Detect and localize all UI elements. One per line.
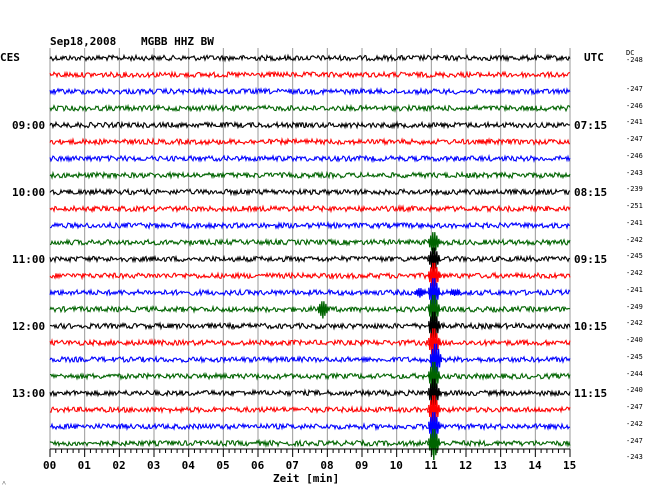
trace-4 xyxy=(49,120,571,130)
dc-value-22: -247 xyxy=(626,436,643,445)
dc-value-10: -242 xyxy=(626,235,643,244)
dc-value-6: -243 xyxy=(626,168,643,177)
trace-22 xyxy=(49,422,571,432)
corner-mark: ˄ xyxy=(2,479,6,487)
dc-value-16: -240 xyxy=(626,336,643,344)
dc-value-2: -246 xyxy=(626,101,643,110)
event-1 xyxy=(428,247,441,273)
dc-value-4: -247 xyxy=(626,135,643,143)
chart-station: MGBB HHZ BW xyxy=(141,35,214,48)
x-tick-label-07: 07 xyxy=(285,459,299,472)
trace-1 xyxy=(49,70,571,80)
x-tick-label-14: 14 xyxy=(528,459,542,472)
dc-value-7: -239 xyxy=(626,185,643,194)
left-time-label: 10:00 xyxy=(12,186,46,199)
x-tick-label-11: 11 xyxy=(424,459,438,472)
trace-9 xyxy=(49,204,571,214)
seismic-events xyxy=(317,232,462,461)
right-timezone-label: UTC xyxy=(584,51,604,64)
trace-3 xyxy=(49,103,571,113)
x-tick-label-03: 03 xyxy=(147,459,161,472)
left-time-label: 13:00 xyxy=(12,387,46,400)
right-time-label: 11:15 xyxy=(574,387,608,400)
trace-23 xyxy=(49,438,571,448)
trace-21 xyxy=(49,405,571,415)
trace-13 xyxy=(49,271,571,281)
trace-18 xyxy=(49,355,571,365)
trace-7 xyxy=(49,170,571,180)
event-0 xyxy=(428,232,441,254)
right-time-label: 10:15 xyxy=(574,320,608,333)
dc-value-9: -241 xyxy=(626,218,643,227)
right-time-label: 07:15 xyxy=(574,119,608,132)
trace-10 xyxy=(49,220,571,230)
x-tick-label-02: 02 xyxy=(112,459,126,472)
dc-value-13: -241 xyxy=(626,285,643,294)
trace-17 xyxy=(49,338,571,348)
trace-15 xyxy=(49,304,571,314)
dc-value-23: -243 xyxy=(626,453,643,462)
trace-8 xyxy=(49,187,571,197)
trace-2 xyxy=(49,86,571,97)
x-axis xyxy=(49,448,571,457)
left-timezone-label: CES xyxy=(0,51,20,64)
left-time-label: 09:00 xyxy=(12,119,46,132)
plot-grid xyxy=(49,48,571,449)
x-tick-label-00: 00 xyxy=(43,459,57,472)
x-tick-label-04: 04 xyxy=(181,459,195,472)
dc-value-0: -248 xyxy=(626,56,643,64)
dc-value-19: -240 xyxy=(626,386,643,395)
trace-16 xyxy=(49,321,571,331)
x-tick-label-06: 06 xyxy=(251,459,265,472)
trace-12 xyxy=(49,254,571,264)
x-tick-label-15: 15 xyxy=(563,459,577,472)
seismogram-traces xyxy=(49,53,571,448)
x-tick-label-08: 08 xyxy=(320,459,334,472)
dc-value-15: -242 xyxy=(626,319,643,328)
trace-14 xyxy=(49,288,571,297)
event-6 xyxy=(317,301,330,319)
trace-11 xyxy=(49,237,571,247)
x-tick-label-10: 10 xyxy=(389,459,403,472)
trace-6 xyxy=(49,153,571,164)
event-15 xyxy=(428,428,441,461)
dc-value-20: -247 xyxy=(626,403,643,411)
x-axis-label: Zeit [min] xyxy=(273,472,340,485)
dc-value-12: -242 xyxy=(626,269,643,277)
dc-value-18: -244 xyxy=(626,369,643,378)
trace-0 xyxy=(49,53,571,63)
left-time-label: 12:00 xyxy=(12,320,46,333)
x-tick-label-05: 05 xyxy=(216,459,230,472)
dc-value-21: -242 xyxy=(626,419,643,428)
x-tick-label-13: 13 xyxy=(493,459,507,472)
trace-20 xyxy=(49,388,571,398)
x-tick-label-09: 09 xyxy=(355,459,369,472)
right-time-label: 09:15 xyxy=(574,253,608,266)
dc-value-8: -251 xyxy=(626,202,643,210)
trace-5 xyxy=(49,137,571,147)
left-time-label: 11:00 xyxy=(12,253,46,266)
dc-value-17: -245 xyxy=(626,352,643,361)
event-4 xyxy=(414,288,427,298)
chart-date: Sep18,2008 xyxy=(50,35,117,48)
dc-label: DC xyxy=(626,49,635,57)
x-tick-label-12: 12 xyxy=(459,459,473,472)
x-tick-label-01: 01 xyxy=(77,459,91,472)
dc-value-14: -249 xyxy=(626,302,643,311)
right-time-label: 08:15 xyxy=(574,186,608,199)
event-5 xyxy=(448,288,462,296)
trace-19 xyxy=(49,371,571,381)
dc-value-3: -241 xyxy=(626,118,643,127)
dc-value-5: -246 xyxy=(626,151,643,160)
dc-value-1: -247 xyxy=(626,84,643,93)
dc-value-11: -245 xyxy=(626,252,643,261)
